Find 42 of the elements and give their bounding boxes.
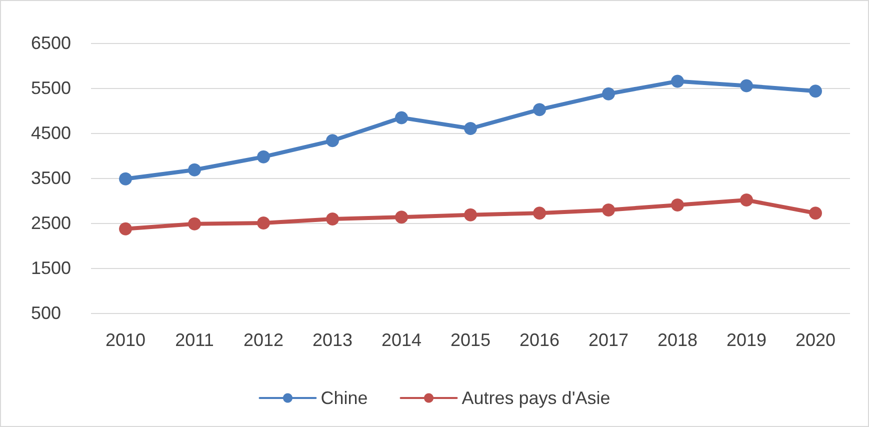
x-tick-label: 2010 (105, 330, 146, 350)
legend-label: Chine (320, 388, 368, 408)
y-tick-label: 5500 (31, 78, 72, 98)
x-tick-label: 2013 (312, 330, 353, 350)
y-tick-label: 4500 (31, 123, 72, 143)
point (257, 216, 270, 230)
point (809, 84, 822, 98)
point (119, 222, 132, 236)
x-tick-label: 2011 (175, 330, 214, 350)
x-tick-label: 2017 (588, 330, 629, 350)
point (533, 103, 546, 116)
point (740, 79, 753, 92)
point (602, 203, 615, 216)
point (602, 87, 615, 100)
y-tick-label: 500 (31, 303, 62, 323)
x-tick-label: 2015 (450, 330, 491, 350)
point (395, 111, 408, 124)
point (326, 134, 339, 148)
x-tick-label: 2012 (243, 330, 284, 350)
point (464, 208, 477, 222)
point (119, 172, 132, 186)
y-tick-label: 2500 (31, 213, 72, 233)
point (326, 212, 339, 226)
point (395, 210, 408, 224)
x-tick-label: 2014 (381, 330, 422, 350)
x-tick-label: 2018 (657, 330, 698, 350)
point (740, 194, 753, 207)
point (464, 122, 477, 135)
point (809, 206, 822, 220)
point (188, 163, 201, 176)
x-tick-label: 2016 (519, 330, 560, 350)
y-tick-label: 1500 (31, 258, 72, 278)
point (671, 198, 684, 212)
x-tick-label: 2020 (795, 330, 836, 350)
legend-label: Autres pays d'Asie (462, 388, 610, 408)
point (188, 217, 201, 230)
y-tick-label: 3500 (31, 168, 72, 188)
point (671, 74, 684, 88)
y-tick-label: 6500 (31, 33, 72, 53)
point (257, 150, 270, 164)
point (533, 206, 546, 220)
x-tick-label: 2019 (726, 330, 767, 350)
